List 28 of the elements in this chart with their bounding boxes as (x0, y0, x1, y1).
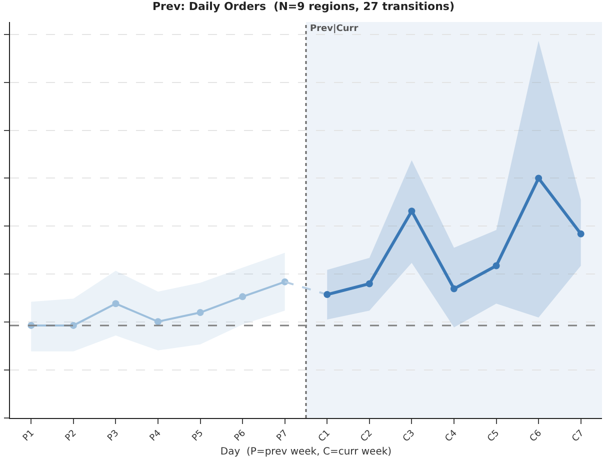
point (112, 300, 120, 308)
chart-title: Prev: Daily Orders (N=9 regions, 27 transitions) (152, 0, 454, 14)
x-tick-label: C2 (359, 428, 375, 444)
point (408, 208, 416, 215)
point (366, 280, 373, 288)
x-tick-label: P1 (21, 428, 36, 444)
point (196, 309, 204, 316)
x-tick-label: C7 (570, 428, 586, 444)
point (324, 291, 331, 298)
x-tick-label: P2 (64, 428, 79, 444)
point (154, 318, 162, 326)
x-axis-title: Day (P=prev week, C=curr week) (220, 446, 392, 458)
x-tick-label: C5 (486, 428, 502, 444)
x-tick-label: C6 (528, 428, 544, 444)
x-tick-label: P4 (148, 428, 164, 444)
point (450, 285, 458, 292)
x-tick-label: P6 (232, 428, 248, 444)
point (492, 262, 500, 270)
point (535, 174, 542, 182)
x-tick-label: P3 (106, 428, 122, 444)
text: Prev|Curr (310, 24, 359, 34)
point (577, 230, 584, 238)
x-tick-label: P7 (275, 428, 290, 444)
point (239, 293, 246, 300)
x-tick-label: C3 (401, 428, 418, 444)
x-tick-label: C4 (444, 428, 460, 444)
x-tick-label: P5 (190, 428, 206, 444)
x-tick-label: C1 (316, 428, 332, 444)
